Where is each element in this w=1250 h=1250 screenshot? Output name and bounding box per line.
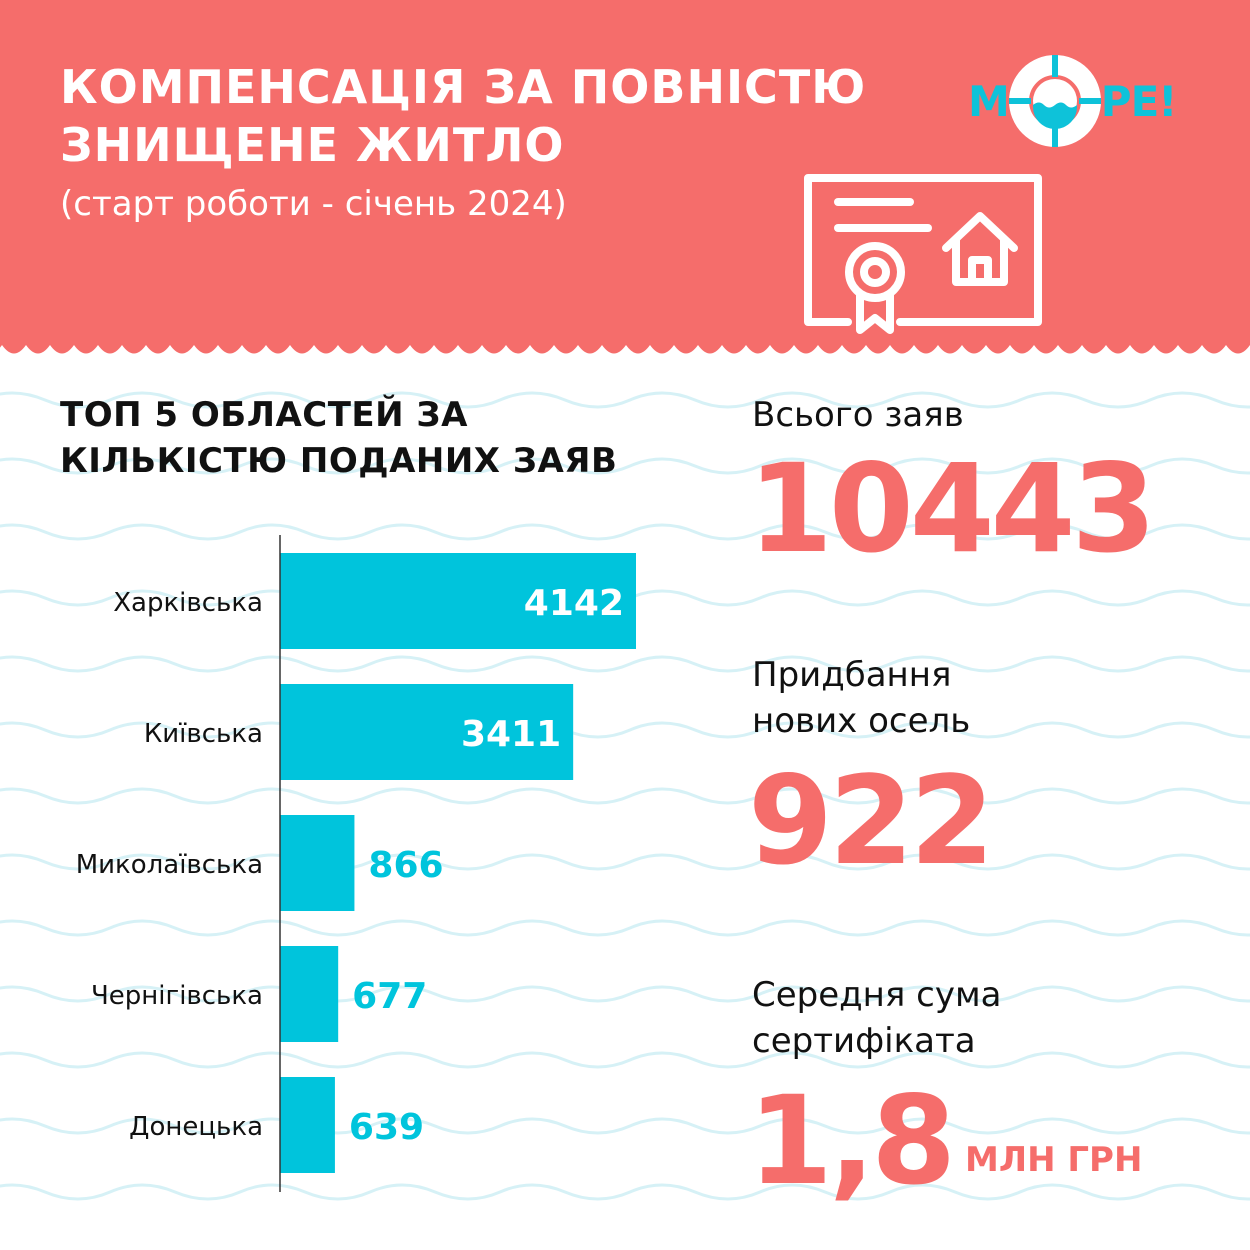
chart-title: ТОП 5 ОБЛАСТЕЙ ЗА КІЛЬКІСТЮ ПОДАНИХ ЗАЯВ [60,392,617,484]
bar [280,946,339,1042]
average-certificate-label-line-2: сертифіката [752,1021,976,1061]
category-label: Харківська [113,588,263,618]
average-certificate-label-line-1: Середня сума [752,975,1002,1015]
header-background [0,0,1250,354]
background-wave-line [0,457,1250,475]
data-label: 4142 [524,583,624,624]
background-wave-line [0,1051,1250,1069]
background-wave-line [0,523,1250,541]
background-wave-line [0,919,1250,937]
bar [280,553,636,649]
bar [280,684,574,780]
category-label: Чернігівська [91,981,263,1011]
total-applications-label: Всього заяв [752,395,964,435]
data-label: 866 [368,845,443,886]
category-label: Київська [144,719,263,749]
background-wave-line [0,985,1250,1003]
bar-chart: Харківська 4142 Київська 3411 Миколаївська 86… [76,535,636,1192]
chart-title-line-1: ТОП 5 ОБЛАСТЕЙ ЗА [60,395,468,435]
average-certificate-value: 1,8 [748,1070,956,1212]
background-wave-line [0,1183,1250,1201]
bar [280,1077,335,1173]
background-wave-line [0,655,1250,673]
background-wave-line [0,853,1250,871]
average-certificate-unit: МЛН ГРН [965,1140,1143,1180]
data-label: 3411 [461,714,561,755]
logo-letter-m: М [968,76,1010,126]
background-wave-line [0,787,1250,805]
background-wave-line [0,1117,1250,1135]
total-applications-value: 10443 [748,438,1156,580]
purchased-homes-label: Придбання нових осель [752,652,970,744]
average-certificate-label: Середня сума сертифіката [752,972,1001,1064]
category-label: Миколаївська [76,850,263,880]
page-title: КОМПЕНСАЦІЯ ЗА ПОВНІСТЮ ЗНИЩЕНЕ ЖИТЛО [60,58,866,174]
data-label: 677 [352,976,427,1017]
page-title-line-1: КОМПЕНСАЦІЯ ЗА ПОВНІСТЮ [60,60,867,114]
purchased-homes-label-line-2: нових осель [752,701,971,741]
chart-title-line-2: КІЛЬКІСТЮ ПОДАНИХ ЗАЯВ [60,441,618,481]
page-title-line-2: ЗНИЩЕНЕ ЖИТЛО [60,118,565,172]
certificate-house-icon [804,174,1042,334]
category-label: Донецька [129,1112,263,1142]
page-subtitle: (старт роботи - січень 2024) [60,184,567,224]
bar [280,815,355,911]
data-label: 639 [349,1107,424,1148]
purchased-homes-label-line-1: Придбання [752,655,952,695]
background-wave-line [0,589,1250,607]
more-logo: М РЕ! [968,55,1178,147]
background-waves [0,391,1250,1201]
logo-letters-re: РЕ! [1100,76,1178,126]
purchased-homes-value: 922 [748,750,995,892]
background-wave-line [0,391,1250,409]
background-wave-line [0,721,1250,739]
lifebuoy-icon [1008,55,1101,147]
